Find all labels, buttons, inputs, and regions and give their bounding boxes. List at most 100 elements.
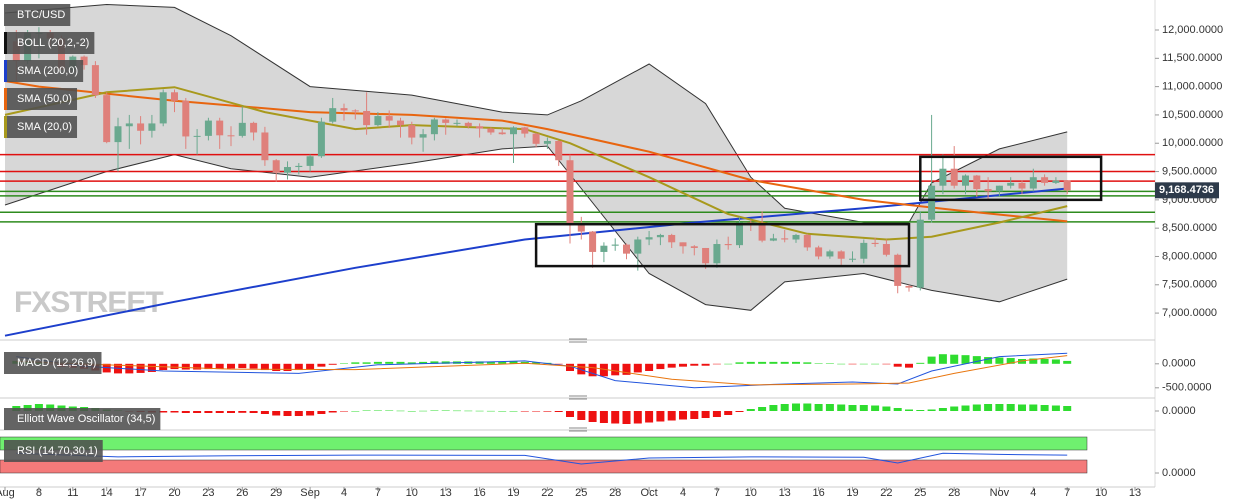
histogram-bar — [633, 363, 642, 373]
histogram-bar — [938, 408, 947, 411]
histogram-bar — [927, 356, 936, 364]
candle-body — [1063, 180, 1071, 191]
candle-body — [668, 234, 676, 243]
histogram-bar — [238, 363, 247, 369]
rsi-line — [16, 452, 1068, 465]
histogram-bar — [396, 410, 405, 412]
legend-label: MACD (12,26,9) — [17, 357, 96, 369]
x-tick-label: 19 — [507, 487, 519, 499]
candle-body — [702, 247, 710, 264]
histogram-bar — [260, 363, 269, 371]
legend-swatch — [4, 88, 7, 110]
candle-body — [250, 122, 258, 133]
candle-body — [543, 140, 551, 144]
x-tick-label: 22 — [541, 487, 553, 499]
candle-body — [204, 120, 212, 136]
histogram-bar — [249, 411, 258, 413]
watermark: FXSTREET — [14, 286, 163, 319]
legend-label: SMA (50,0) — [17, 93, 72, 105]
histogram-bar — [204, 411, 213, 413]
y-tick-label: 8,000.0000 — [1162, 250, 1217, 262]
y-tick-label: 11,500.0000 — [1162, 52, 1222, 64]
sma-line — [4, 86, 1068, 241]
candle-body — [724, 244, 732, 246]
y-tick-label: 10,500.0000 — [1162, 109, 1223, 121]
candle-body — [476, 126, 484, 129]
indicator-line — [16, 352, 1068, 389]
candle-body — [815, 247, 823, 257]
histogram-bar — [294, 363, 303, 371]
histogram-bar — [746, 361, 755, 364]
histogram-bar — [1006, 404, 1015, 411]
histogram-bar — [215, 411, 224, 413]
histogram-bar — [260, 411, 269, 414]
histogram-bar — [227, 363, 235, 369]
candle-body — [905, 285, 913, 288]
histogram-bar — [814, 404, 823, 411]
histogram-bar — [1018, 404, 1026, 411]
x-tick-label: 28 — [609, 487, 621, 499]
sma-line — [4, 80, 1068, 223]
histogram-bar — [227, 411, 235, 413]
histogram-bar — [328, 411, 337, 413]
histogram-bar — [656, 363, 665, 370]
histogram-bar — [712, 363, 721, 365]
histogram-bar — [430, 410, 439, 411]
candle-body — [1007, 182, 1015, 186]
x-tick-label: 28 — [948, 487, 960, 499]
y-tick-label: -500.0000 — [1162, 382, 1212, 394]
histogram-bar — [1040, 405, 1049, 411]
histogram-bar — [848, 363, 857, 365]
histogram-bar — [419, 361, 428, 364]
candle-body — [589, 231, 597, 252]
candle-body — [137, 123, 145, 131]
histogram-bar — [758, 361, 767, 364]
resize-grip[interactable] — [569, 338, 587, 432]
candle-body — [430, 119, 438, 135]
candle-body — [103, 95, 111, 143]
legend-swatch — [4, 116, 7, 138]
histogram-bar — [656, 411, 665, 422]
x-tick-label: 10 — [1095, 487, 1107, 499]
candle-body — [894, 254, 902, 286]
histogram-bar — [995, 404, 1004, 411]
histogram-bar — [486, 410, 495, 412]
legend-swatch — [4, 60, 7, 82]
histogram-bar — [724, 363, 733, 365]
candle-body — [984, 189, 992, 192]
legend: BTC/USD BOLL (20,2,-2) SMA (200,0) SMA (50,… — [4, 4, 161, 462]
last-price-tag — [1155, 182, 1219, 199]
legend-box — [4, 88, 78, 110]
histogram-bar — [181, 411, 190, 413]
candle-body — [928, 185, 936, 220]
candle-body — [193, 135, 201, 137]
histogram-bar — [306, 411, 315, 416]
histogram-bar — [577, 411, 586, 420]
y-tick-label: 11,000.0000 — [1162, 81, 1222, 93]
histogram-bar — [136, 363, 145, 373]
histogram-bar — [769, 405, 778, 411]
x-tick-label: 11 — [67, 487, 78, 499]
histogram-bar — [509, 361, 518, 364]
candle-body — [227, 135, 235, 137]
y-tick-label: 0.0000 — [1162, 467, 1196, 479]
candle-body — [803, 234, 811, 248]
x-tick-label: 10 — [406, 487, 418, 499]
candle-body — [939, 168, 947, 186]
indicator-line — [16, 355, 1068, 386]
candle-body — [1029, 177, 1037, 189]
candle-body — [91, 65, 99, 96]
histogram-bar — [1051, 405, 1060, 411]
candle-body — [442, 119, 450, 123]
candle-body — [577, 225, 585, 232]
histogram-bar — [509, 411, 518, 412]
histogram-bar — [746, 409, 755, 411]
histogram-bar — [215, 363, 224, 370]
candle-body — [679, 242, 687, 247]
y-tick-label: 9,500.0000 — [1162, 165, 1217, 177]
legend-box — [4, 116, 78, 138]
histogram-bar — [102, 363, 111, 373]
boll-upper — [4, 3, 1068, 223]
x-tick-label: 4 — [680, 487, 686, 499]
